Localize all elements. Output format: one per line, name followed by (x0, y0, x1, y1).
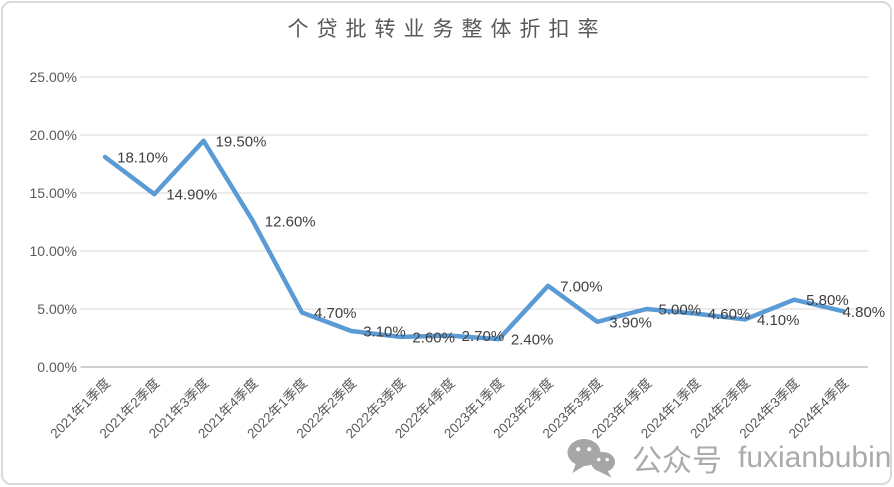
data-point-label: 4.10% (757, 312, 800, 329)
y-axis-tick-label: 25.00% (30, 69, 77, 85)
watermark-label: 公众号 (632, 445, 722, 478)
data-point-label: 7.00% (560, 278, 603, 295)
data-point-label: 18.10% (117, 150, 168, 167)
watermark: 公众号 fuxianbubin (566, 436, 891, 480)
data-point-label: 5.80% (806, 292, 849, 309)
watermark-handle: fuxianbubin (738, 441, 892, 474)
data-series-line (102, 138, 846, 342)
data-point-label: 19.50% (216, 133, 267, 150)
data-point-label: 5.00% (659, 302, 702, 319)
data-point-label: 2.70% (462, 328, 505, 345)
y-axis-tick-label: 5.00% (37, 301, 77, 317)
wechat-icon (567, 439, 615, 478)
data-point-label: 3.90% (609, 314, 652, 331)
data-point-label: 4.80% (843, 304, 886, 321)
chart-title: 个贷批转业务整体折扣率 (287, 18, 607, 41)
y-axis-tick-label: 10.00% (30, 243, 77, 259)
data-point-label: 2.60% (412, 329, 455, 346)
data-point-label: 4.60% (708, 306, 751, 323)
data-point-label: 3.10% (363, 324, 406, 341)
data-point-label: 14.90% (166, 187, 217, 204)
y-axis-tick-label: 20.00% (30, 127, 77, 143)
data-point-label: 12.60% (265, 213, 316, 230)
data-point-label: 2.40% (511, 332, 554, 349)
data-point-label: 4.70% (314, 305, 357, 322)
y-axis-tick-label: 0.00% (37, 359, 77, 375)
y-axis-tick-label: 15.00% (30, 185, 77, 201)
